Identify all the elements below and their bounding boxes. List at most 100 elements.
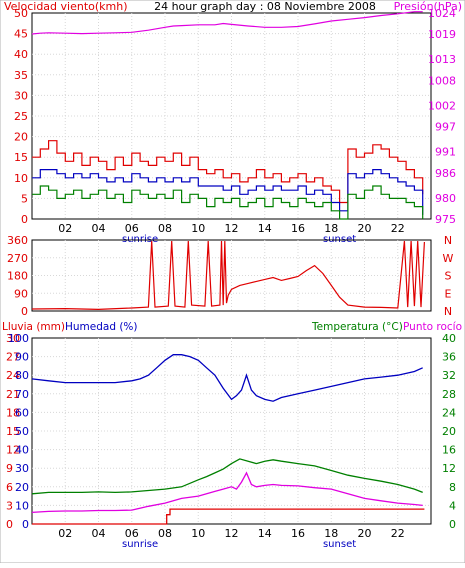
x-tick-label: 04 bbox=[92, 222, 106, 235]
y-tick-label: 980 bbox=[435, 192, 456, 205]
direction-degree-labels: 0 90 180 270 360 bbox=[7, 234, 28, 318]
x-tick-label: 08 bbox=[158, 527, 172, 540]
y-tick-label: 1002 bbox=[428, 99, 456, 112]
y-tick-label: 360 bbox=[7, 234, 28, 247]
y-tick-label: 5 bbox=[21, 192, 28, 205]
y-tick-label: S bbox=[445, 270, 452, 283]
y-tick-label: 18 bbox=[6, 406, 20, 419]
pressure-tick-labels: 975 980 986 991 997 1002 1008 1013 1019 1024 bbox=[428, 7, 456, 226]
y-tick-label: 997 bbox=[435, 121, 456, 134]
y-tick-label: 45 bbox=[14, 28, 28, 41]
y-tick-label: N bbox=[444, 305, 452, 318]
x-tick-label: 12 bbox=[225, 222, 239, 235]
chart3-x-tick-labels: 02 04 06 08 10 12 14 16 18 20 22 sunrise sunset bbox=[58, 527, 405, 550]
y-tick-label: 40 bbox=[14, 48, 28, 61]
y-tick-label: 90 bbox=[14, 287, 28, 300]
rain-tick-labels: 0 3 6 9 12 15 18 21 24 27 30 bbox=[6, 332, 20, 531]
temperature-axis-label: Temperatura (°C) bbox=[311, 321, 403, 333]
chart-title: 24 hour graph day : 08 Noviembre 2008 bbox=[154, 0, 376, 13]
y-tick-label: 30 bbox=[6, 332, 20, 345]
sunrise-marker: sunrise bbox=[122, 539, 158, 550]
y-tick-label: 975 bbox=[435, 213, 456, 226]
y-tick-label: 27 bbox=[6, 351, 20, 364]
series-presi-n-hpa- bbox=[31, 11, 423, 35]
y-tick-label: 991 bbox=[435, 146, 456, 159]
x-tick-label: 22 bbox=[391, 527, 405, 540]
y-tick-label: 12 bbox=[442, 462, 456, 475]
y-tick-label: 10 bbox=[15, 499, 29, 512]
y-tick-label: 50 bbox=[14, 7, 28, 20]
x-tick-label: 02 bbox=[58, 222, 72, 235]
y-tick-label: 1024 bbox=[428, 7, 456, 20]
y-tick-label: 24 bbox=[6, 369, 20, 382]
x-tick-label: 10 bbox=[191, 222, 205, 235]
sunset-marker: sunset bbox=[323, 539, 356, 550]
y-tick-label: 8 bbox=[449, 481, 456, 494]
x-tick-label: 14 bbox=[258, 222, 272, 235]
x-tick-label: 16 bbox=[291, 527, 305, 540]
wind-axis-label: Velocidad viento(kmh) bbox=[4, 0, 128, 13]
x-tick-label: 08 bbox=[158, 222, 172, 235]
y-tick-label: 32 bbox=[442, 369, 456, 382]
x-tick-label: 06 bbox=[125, 527, 139, 540]
y-tick-label: 0 bbox=[21, 305, 28, 318]
series-punto-roc-o bbox=[31, 471, 423, 514]
y-tick-label: E bbox=[445, 287, 452, 300]
y-tick-label: 21 bbox=[6, 388, 20, 401]
series-lluvia-mm- bbox=[32, 508, 425, 525]
x-tick-label: 04 bbox=[92, 527, 106, 540]
y-tick-label: 60 bbox=[15, 406, 29, 419]
chart2-series bbox=[31, 240, 431, 311]
y-tick-label: 986 bbox=[435, 167, 456, 180]
chart1-series bbox=[31, 11, 431, 220]
y-tick-label: 24 bbox=[442, 406, 456, 419]
x-tick-label: 20 bbox=[358, 527, 372, 540]
x-tick-label: 06 bbox=[125, 222, 139, 235]
y-tick-label: 6 bbox=[6, 481, 13, 494]
y-tick-label: 70 bbox=[15, 388, 29, 401]
dewpoint-axis-label: Punto rocío bbox=[403, 321, 462, 333]
y-tick-label: 0 bbox=[21, 213, 28, 226]
x-tick-label: 14 bbox=[258, 527, 272, 540]
series-humedad- bbox=[31, 354, 423, 402]
y-tick-label: 35 bbox=[14, 69, 28, 82]
y-tick-label: 40 bbox=[442, 332, 456, 345]
y-tick-label: 25 bbox=[14, 110, 28, 123]
y-tick-label: W bbox=[443, 252, 454, 265]
series-temperatura-c- bbox=[31, 458, 423, 495]
y-tick-label: 0 bbox=[6, 518, 13, 531]
series-min bbox=[32, 185, 424, 220]
x-tick-label: 20 bbox=[358, 222, 372, 235]
y-tick-label: 50 bbox=[15, 425, 29, 438]
y-tick-label: 30 bbox=[15, 462, 29, 475]
y-tick-label: 270 bbox=[7, 252, 28, 265]
x-tick-label: 10 bbox=[191, 527, 205, 540]
x-tick-label: 16 bbox=[291, 222, 305, 235]
x-tick-label: 22 bbox=[391, 222, 405, 235]
y-tick-label: 16 bbox=[442, 444, 456, 457]
y-tick-label: 36 bbox=[442, 351, 456, 364]
x-tick-label: 12 bbox=[225, 527, 239, 540]
y-tick-label: 90 bbox=[15, 351, 29, 364]
y-tick-label: 180 bbox=[7, 270, 28, 283]
y-tick-label: 30 bbox=[14, 89, 28, 102]
y-tick-label: N bbox=[444, 234, 452, 247]
y-tick-label: 20 bbox=[14, 131, 28, 144]
y-tick-label: 15 bbox=[14, 151, 28, 164]
y-tick-label: 12 bbox=[6, 444, 20, 457]
wind-tick-labels: 0 5 10 15 20 25 30 35 40 45 50 bbox=[14, 7, 28, 226]
y-tick-label: 1019 bbox=[428, 28, 456, 41]
x-tick-label: 18 bbox=[324, 222, 338, 235]
y-tick-label: 40 bbox=[15, 444, 29, 457]
temperature-tick-labels: 0 4 8 12 16 20 24 28 32 36 40 bbox=[442, 332, 456, 531]
y-tick-label: 0 bbox=[22, 518, 29, 531]
y-tick-label: 20 bbox=[442, 425, 456, 438]
y-tick-label: 100 bbox=[8, 332, 29, 345]
x-tick-label: 02 bbox=[58, 527, 72, 540]
rain-axis-label: Lluvia (mm) bbox=[2, 321, 65, 333]
y-tick-label: 10 bbox=[14, 172, 28, 185]
series-avg bbox=[32, 169, 424, 215]
